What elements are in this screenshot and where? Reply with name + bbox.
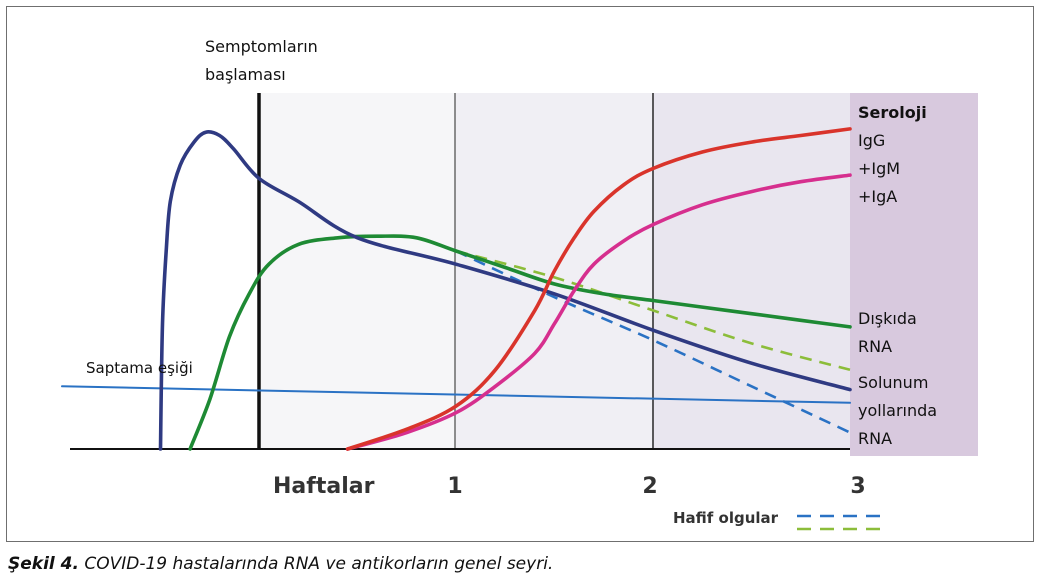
- onset-label-line1: Semptomların: [205, 37, 318, 56]
- serology-header: Seroloji: [858, 103, 927, 122]
- series-line-igg: [345, 127, 852, 451]
- threshold-label: Saptama eşiği: [86, 359, 193, 377]
- x-tick-label: 3: [850, 474, 865, 499]
- series-label-resp-1: Solunum: [858, 373, 928, 392]
- series-line-stool: [188, 234, 852, 451]
- figure-caption: Şekil 4. COVID-19 hastalarında RNA ve an…: [8, 554, 553, 574]
- panel-week1: [259, 93, 455, 449]
- series-label-stool-1: Dışkıda: [858, 309, 917, 328]
- series-label-igg: IgG: [858, 131, 885, 150]
- series-label-iga: +IgA: [858, 187, 897, 206]
- series-line-mild-stool: [455, 249, 851, 372]
- serology-panel: [850, 93, 978, 456]
- onset-label-line2: başlaması: [205, 65, 286, 84]
- series-layer: [61, 127, 852, 451]
- x-tick-label: 1: [447, 474, 462, 499]
- series-line-respiratory: [158, 130, 852, 451]
- legend-label: Hafif olgular: [673, 509, 779, 527]
- series-label-resp-2: yollarında: [858, 401, 937, 420]
- x-axis-label: Haftalar: [273, 474, 375, 499]
- x-tick-label: 2: [642, 474, 657, 499]
- series-label-igm: +IgM: [858, 159, 900, 178]
- series-line-iga: [345, 173, 852, 451]
- caption-label: Şekil 4.: [8, 554, 79, 574]
- series-label-resp-3: RNA: [858, 429, 892, 448]
- series-line-mild-respiratory: [455, 249, 851, 434]
- caption-text: COVID-19 hastalarında RNA ve antikorları…: [78, 554, 554, 574]
- series-line-threshold: [61, 385, 851, 404]
- series-label-stool-2: RNA: [858, 337, 892, 356]
- panel-week3: [653, 93, 850, 449]
